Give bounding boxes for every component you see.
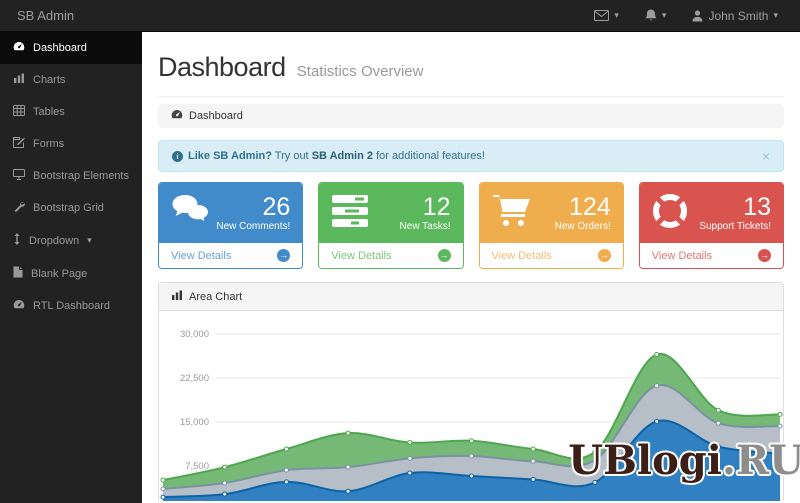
- view-details-link[interactable]: View Details: [331, 249, 392, 262]
- desktop-icon: [13, 169, 25, 183]
- stat-panel-comments[interactable]: 26 New Comments! View Details →: [158, 182, 304, 269]
- stat-panel-footer[interactable]: View Details →: [479, 243, 623, 268]
- page-header: Dashboard Statistics Overview: [158, 52, 784, 97]
- area-chart-title: Area Chart: [189, 290, 243, 303]
- edit-icon: [13, 137, 25, 151]
- main-content: Dashboard Statistics Overview Dashboard …: [142, 32, 800, 503]
- stat-label: New Comments!: [216, 220, 291, 232]
- table-icon: [13, 105, 25, 119]
- stat-panel-orders[interactable]: 124 New Orders! View Details →: [478, 182, 624, 269]
- shopping-cart-icon: [492, 194, 532, 233]
- comments-icon: [171, 194, 211, 233]
- bar-chart-icon: [171, 290, 183, 304]
- alert-bold-text: Like SB Admin?: [188, 150, 272, 162]
- file-icon: [13, 266, 23, 281]
- sidebar-item-rtl-dashboard[interactable]: RTL Dashboard: [0, 290, 142, 322]
- sidebar-item-label: Dashboard: [33, 42, 87, 54]
- close-icon[interactable]: ×: [761, 148, 770, 164]
- sidebar-item-charts[interactable]: Charts: [0, 64, 142, 96]
- tasks-icon: [331, 194, 369, 233]
- stat-panel-heading: 12 New Tasks!: [319, 183, 463, 243]
- breadcrumb-item-active: Dashboard: [189, 110, 243, 122]
- svg-text:30,000: 30,000: [180, 329, 209, 340]
- alert-text: Try out: [271, 150, 312, 162]
- info-circle-icon: i: [172, 150, 183, 162]
- info-alert: i Like SB Admin? Try out SB Admin 2 for …: [158, 140, 784, 172]
- stat-panel-footer[interactable]: View Details →: [639, 243, 783, 268]
- alert-link[interactable]: SB Admin 2: [311, 150, 374, 162]
- svg-text:15,000: 15,000: [180, 417, 209, 428]
- caret-down-icon: ▾: [661, 10, 667, 20]
- area-chart: 7,500 15,000 22,500 30,000: [160, 329, 783, 501]
- sidebar-item-label: Blank Page: [31, 267, 88, 280]
- user-name: John Smith: [708, 8, 769, 23]
- stat-panel-footer[interactable]: View Details →: [319, 243, 463, 268]
- view-details-link[interactable]: View Details: [171, 249, 232, 262]
- arrows-v-icon: [13, 233, 21, 248]
- gauge-icon: [13, 41, 25, 55]
- sidebar-item-forms[interactable]: Forms: [0, 128, 142, 160]
- sidebar-item-tables[interactable]: Tables: [0, 96, 142, 128]
- sidebar-item-dashboard[interactable]: Dashboard: [0, 32, 142, 64]
- view-details-link[interactable]: View Details: [491, 249, 552, 262]
- sidebar-item-label: Tables: [33, 106, 65, 118]
- sidebar-item-label: Bootstrap Elements: [33, 170, 129, 182]
- user-icon: [692, 9, 703, 22]
- caret-down-icon: ▾: [773, 10, 778, 20]
- sidebar-item-label: Charts: [33, 74, 66, 86]
- gauge-icon: [13, 299, 25, 313]
- stat-panel-footer[interactable]: View Details →: [159, 243, 303, 268]
- stat-panel-support[interactable]: 13 Support Tickets! View Details →: [638, 182, 784, 269]
- top-navbar: SB Admin ▾ ▾ John Smith ▾: [0, 0, 800, 32]
- alerts-menu[interactable]: ▾: [645, 9, 667, 22]
- messages-menu[interactable]: ▾: [594, 10, 619, 21]
- brand-link[interactable]: SB Admin: [17, 8, 75, 23]
- sidebar-nav: Dashboard Charts Tables Forms Bootstrap …: [0, 32, 142, 503]
- sidebar-item-blank-page[interactable]: Blank Page: [0, 257, 142, 290]
- stat-value: 12: [422, 193, 451, 222]
- breadcrumb: Dashboard: [158, 104, 784, 128]
- bell-icon: [645, 9, 657, 22]
- sidebar-item-bootstrap-grid[interactable]: Bootstrap Grid: [0, 192, 142, 224]
- page-subtitle: Statistics Overview: [296, 63, 424, 80]
- area-chart-panel: Area Chart 7,500 15,000 22,500 30,000: [158, 282, 784, 501]
- user-menu[interactable]: John Smith ▾: [692, 9, 778, 23]
- arrow-circle-right-icon: →: [758, 249, 771, 262]
- view-details-link[interactable]: View Details: [651, 249, 713, 262]
- caret-down-icon: ▾: [614, 10, 619, 20]
- stat-panel-heading: 13 Support Tickets!: [639, 183, 783, 243]
- arrow-circle-right-icon: →: [437, 249, 451, 262]
- stat-panel-heading: 26 New Comments!: [159, 183, 303, 243]
- sidebar-item-dropdown[interactable]: Dropdown ▾: [0, 224, 142, 257]
- stat-panels-row: 26 New Comments! View Details →: [158, 182, 784, 269]
- stat-value: 124: [569, 193, 611, 222]
- sidebar-item-label: RTL Dashboard: [33, 300, 111, 312]
- stat-label: New Orders!: [554, 220, 611, 232]
- wrench-icon: [13, 201, 25, 215]
- sidebar-item-label: Dropdown: [29, 234, 80, 247]
- sidebar-item-label: Bootstrap Grid: [33, 202, 104, 214]
- arrow-circle-right-icon: →: [597, 249, 611, 262]
- life-ring-icon: [652, 193, 688, 234]
- stat-label: Support Tickets!: [699, 220, 771, 232]
- stat-value: 26: [262, 193, 291, 222]
- svg-text:22,500: 22,500: [180, 373, 209, 384]
- envelope-icon: [594, 10, 610, 21]
- gauge-icon: [171, 109, 183, 123]
- svg-text:7,500: 7,500: [185, 461, 209, 472]
- bar-chart-icon: [13, 73, 25, 87]
- stat-value: 13: [743, 193, 771, 222]
- stat-panel-heading: 124 New Orders!: [479, 183, 623, 243]
- sidebar-item-bootstrap-elements[interactable]: Bootstrap Elements: [0, 160, 142, 192]
- alert-text-rest: for additional features!: [373, 150, 485, 162]
- area-chart-body: 7,500 15,000 22,500 30,000: [159, 311, 783, 501]
- page-title: Dashboard Statistics Overview: [158, 52, 424, 82]
- arrow-circle-right-icon: →: [277, 249, 291, 262]
- stat-panel-tasks[interactable]: 12 New Tasks! View Details →: [318, 182, 464, 269]
- sidebar-item-label: Forms: [33, 138, 65, 150]
- caret-down-icon: ▾: [87, 235, 92, 245]
- stat-label: New Tasks!: [399, 220, 451, 232]
- area-chart-panel-header: Area Chart: [159, 283, 783, 311]
